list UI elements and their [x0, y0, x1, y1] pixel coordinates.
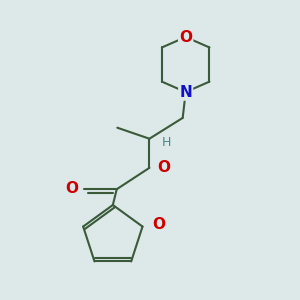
Text: O: O [66, 181, 79, 196]
Text: O: O [179, 30, 192, 45]
Text: O: O [158, 160, 171, 175]
Text: O: O [152, 217, 165, 232]
Text: N: N [179, 85, 192, 100]
Text: H: H [162, 136, 171, 149]
